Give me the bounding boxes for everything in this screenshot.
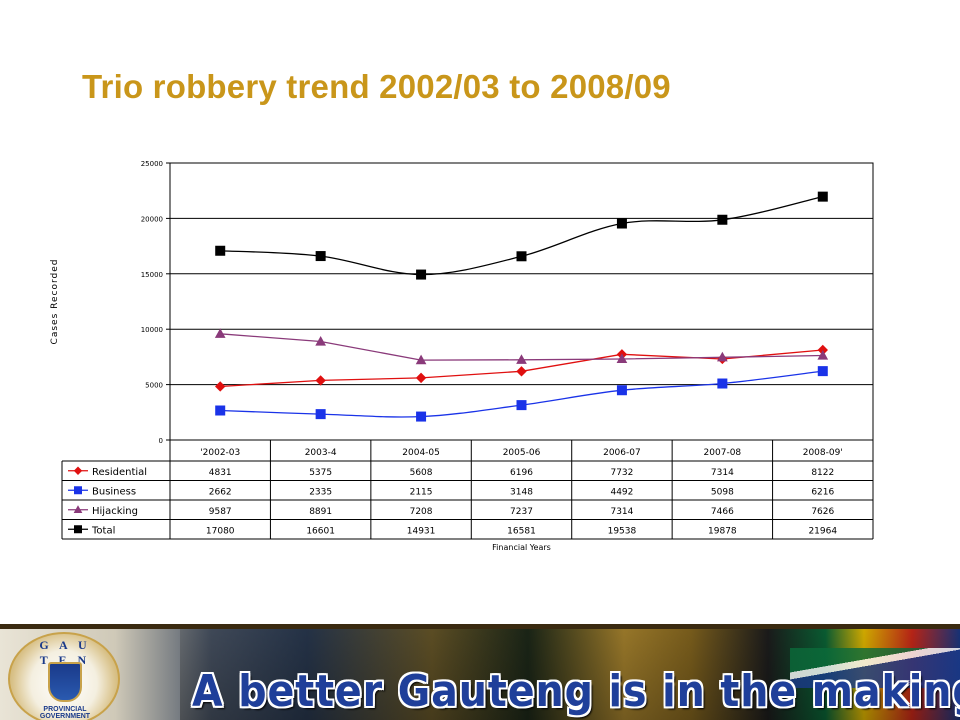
residential-value-cell: 5608 [410,468,433,478]
trio-robbery-chart: 0 5000 10000 15000 20000 25000 Cases Recorded '… [50,160,874,552]
total-point [315,251,326,262]
footer-banner: G A U T E N G PROVINCIAL GOVERNMENT A be… [0,624,960,720]
hijacking-value-cell: 7314 [610,507,633,517]
y-tick-label: 10000 [141,326,163,334]
total-legend-label: Total [91,525,115,536]
residential-legend-marker [73,466,83,475]
residential-legend-label: Residential [92,467,147,478]
total-value-cell: 16601 [306,526,335,536]
residential-value-cell: 7314 [711,468,734,478]
x-category-label: 2005-06 [503,448,541,458]
business-legend-label: Business [92,486,136,497]
hijacking-legend-marker [73,505,83,514]
y-tick-label: 0 [159,437,163,445]
coat-of-arms-icon [48,662,82,702]
business-point [717,378,728,389]
flag-graphic [790,648,960,688]
total-value-cell: 17080 [206,526,235,536]
business-value-cell: 2115 [410,487,433,497]
hijacking-value-cell: 9587 [209,507,232,517]
business-point [416,411,427,422]
total-value-cell: 19538 [608,526,637,536]
business-value-cell: 6216 [811,487,834,497]
emblem-bottom-text: PROVINCIAL GOVERNMENT [39,706,91,720]
hijacking-value-cell: 7237 [510,507,533,517]
total-point [516,251,527,262]
residential-point [215,381,226,392]
gauteng-emblem-logo: G A U T E N G PROVINCIAL GOVERNMENT [8,632,120,720]
business-value-cell: 2662 [209,487,232,497]
y-tick-label: 15000 [141,271,163,279]
total-value-cell: 16581 [507,526,536,536]
hijacking-legend-label: Hijacking [92,506,138,517]
x-category-label: 2003-4 [305,448,337,458]
business-point [516,400,527,411]
x-category-label: 2008-09' [803,448,843,458]
y-tick-label: 5000 [145,382,163,390]
hijacking-value-cell: 7466 [711,507,734,517]
x-axis-title: Financial Years [492,543,551,552]
hijacking-point [415,354,427,365]
residential-value-cell: 5375 [309,468,332,478]
residential-value-cell: 4831 [209,468,232,478]
hijacking-point [516,354,527,364]
residential-value-cell: 6196 [510,468,533,478]
residential-value-cell: 8122 [811,468,834,478]
x-category-label: 2006-07 [603,448,641,458]
hijacking-point [616,353,628,364]
business-value-cell: 3148 [510,487,533,497]
business-point [315,409,326,420]
hijacking-value-cell: 7208 [410,507,433,517]
x-category-label: 2004-05 [402,448,440,458]
business-value-cell: 4492 [610,487,633,497]
total-point [616,218,627,229]
plot-area [169,162,874,441]
total-value-cell: 14931 [407,526,436,536]
y-tick-label: 25000 [141,160,163,168]
hijacking-point [817,349,829,360]
residential-point [415,372,427,384]
hijacking-point [717,351,728,362]
residential-point [315,375,326,386]
hijacking-value-cell: 8891 [309,507,332,517]
y-tick-label: 20000 [141,215,163,223]
business-point [215,405,226,416]
residential-value-cell: 7732 [610,468,633,478]
x-category-label: '2002-03 [200,448,240,458]
hijacking-value-cell: 7626 [811,507,834,517]
total-point [416,269,427,280]
total-legend-marker [74,525,82,534]
slide-title: Trio robbery trend 2002/03 to 2008/09 [82,68,671,105]
residential-point [516,366,527,377]
hijacking-point [315,335,326,346]
business-point [817,366,828,377]
footer-divider [0,624,960,629]
business-value-cell: 2335 [309,487,332,497]
business-value-cell: 5098 [711,487,734,497]
x-category-label: 2007-08 [704,448,742,458]
total-value-cell: 21964 [808,526,837,536]
total-point [817,191,828,202]
total-value-cell: 19878 [708,526,737,536]
hijacking-point [214,328,226,338]
total-point [717,214,728,225]
footer-tagline: A better Gauteng is in the making [192,666,960,717]
y-axis-title: Cases Recorded [50,259,60,345]
business-point [616,385,627,396]
business-legend-marker [74,486,82,495]
total-point [215,245,226,256]
